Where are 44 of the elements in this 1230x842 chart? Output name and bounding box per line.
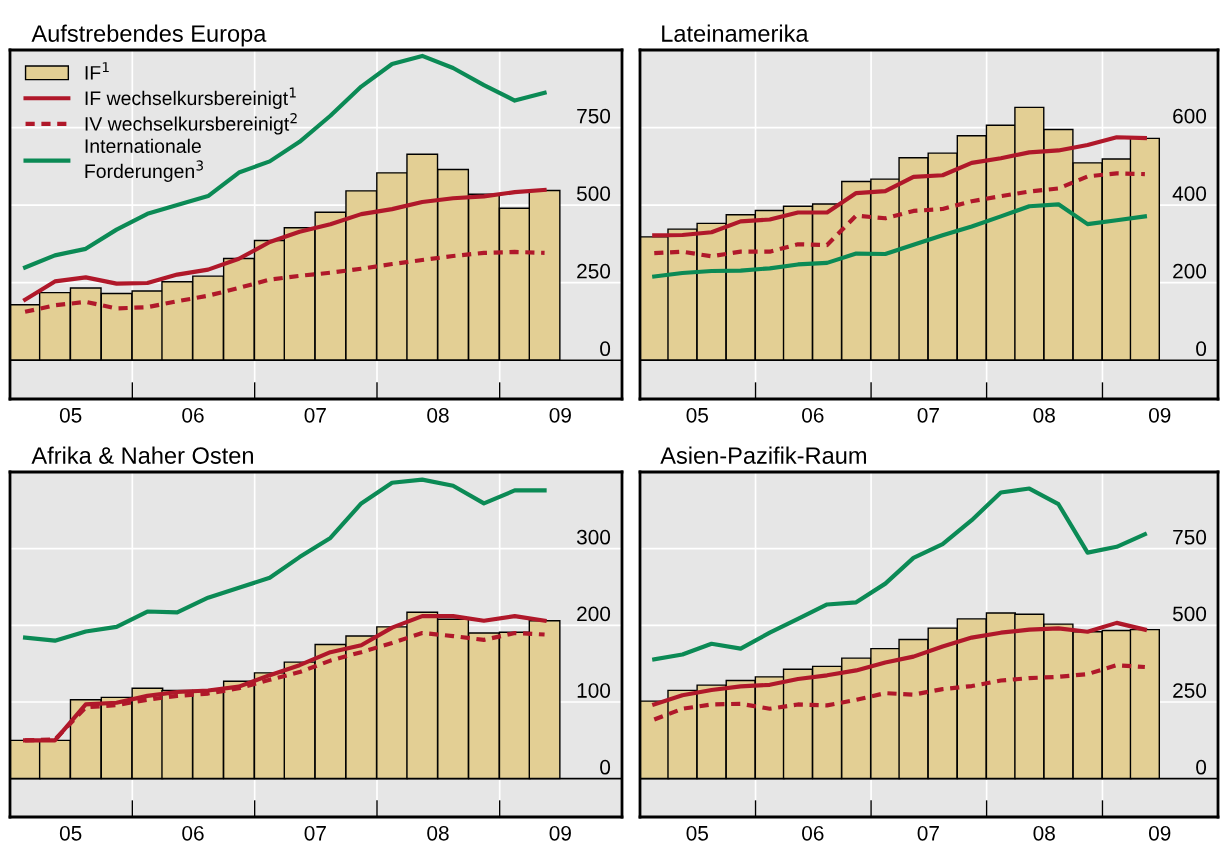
y-tick-label: 750	[1173, 529, 1207, 545]
y-tick-label: 600	[1173, 108, 1207, 124]
y-tick-label: 300	[576, 529, 611, 545]
x-tick-label: 05	[686, 407, 709, 423]
chart-title: Afrika & Naher Osten	[31, 446, 253, 464]
y-tick-label: 250	[1173, 683, 1207, 698]
x-tick-label: 09	[549, 407, 571, 423]
chart-title: Lateinamerika	[662, 24, 809, 42]
chart-title: Aufstrebendes Europa	[31, 24, 267, 47]
legend-label: IF wechselkursbereinigt$^{1}$	[85, 87, 296, 109]
x-tick-label: 06	[182, 407, 204, 423]
x-tick-label: 05	[686, 825, 709, 841]
x-tick-label: 09	[1148, 407, 1171, 423]
x-tick-label: 07	[304, 407, 326, 423]
x-tick-label: 08	[427, 407, 449, 423]
chart-title: Asien-Pazifik-Raum	[660, 446, 866, 464]
x-tick-label: 06	[802, 825, 824, 841]
y-tick-label: 250	[577, 263, 611, 279]
x-tick-label: 07	[917, 825, 939, 841]
y-tick-label: 0	[600, 341, 611, 357]
y-tick-label: 500	[1172, 606, 1207, 622]
x-tick-label: 08	[1033, 407, 1055, 423]
x-tick-label: 08	[427, 825, 449, 841]
y-tick-label: 400	[1172, 186, 1207, 201]
legend-label: IF$^{1}$	[85, 62, 109, 80]
y-tick-label: 0	[1196, 341, 1207, 357]
x-tick-label: 09	[549, 825, 571, 841]
y-tick-label: 200	[577, 606, 611, 622]
y-tick-label: 0	[600, 759, 611, 775]
x-tick-label: 05	[59, 825, 82, 841]
x-tick-label: 09	[1148, 825, 1171, 841]
y-tick-label: 100	[577, 683, 611, 698]
x-tick-label: 08	[1033, 825, 1055, 841]
legend-label: IV wechselkursbereinigt$^{2}$	[85, 113, 297, 135]
y-tick-label: 750	[577, 108, 611, 124]
x-tick-label: 06	[182, 825, 204, 841]
y-tick-label: 200	[1173, 263, 1207, 279]
y-tick-label: 0	[1196, 759, 1207, 775]
y-tick-label: 500	[576, 186, 611, 201]
x-tick-label: 05	[59, 407, 82, 423]
x-tick-label: 06	[802, 407, 824, 423]
legend-label: Internationale Forderungen$^{3}$	[85, 138, 203, 182]
x-tick-label: 07	[304, 825, 326, 841]
x-tick-label: 07	[917, 407, 939, 423]
